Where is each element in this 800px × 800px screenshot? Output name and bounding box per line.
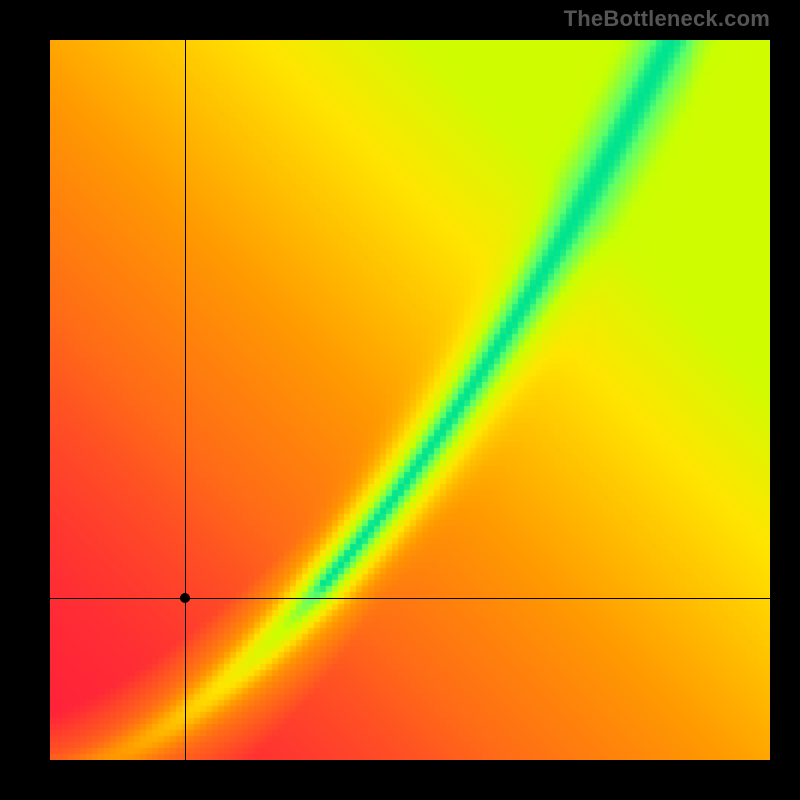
marker-dot xyxy=(180,593,190,603)
crosshair-horizontal xyxy=(50,598,770,599)
watermark-text: TheBottleneck.com xyxy=(564,6,770,32)
crosshair-vertical xyxy=(185,40,186,760)
heatmap-plot-area xyxy=(50,40,770,760)
chart-stage: TheBottleneck.com xyxy=(0,0,800,800)
heatmap-canvas xyxy=(50,40,770,760)
